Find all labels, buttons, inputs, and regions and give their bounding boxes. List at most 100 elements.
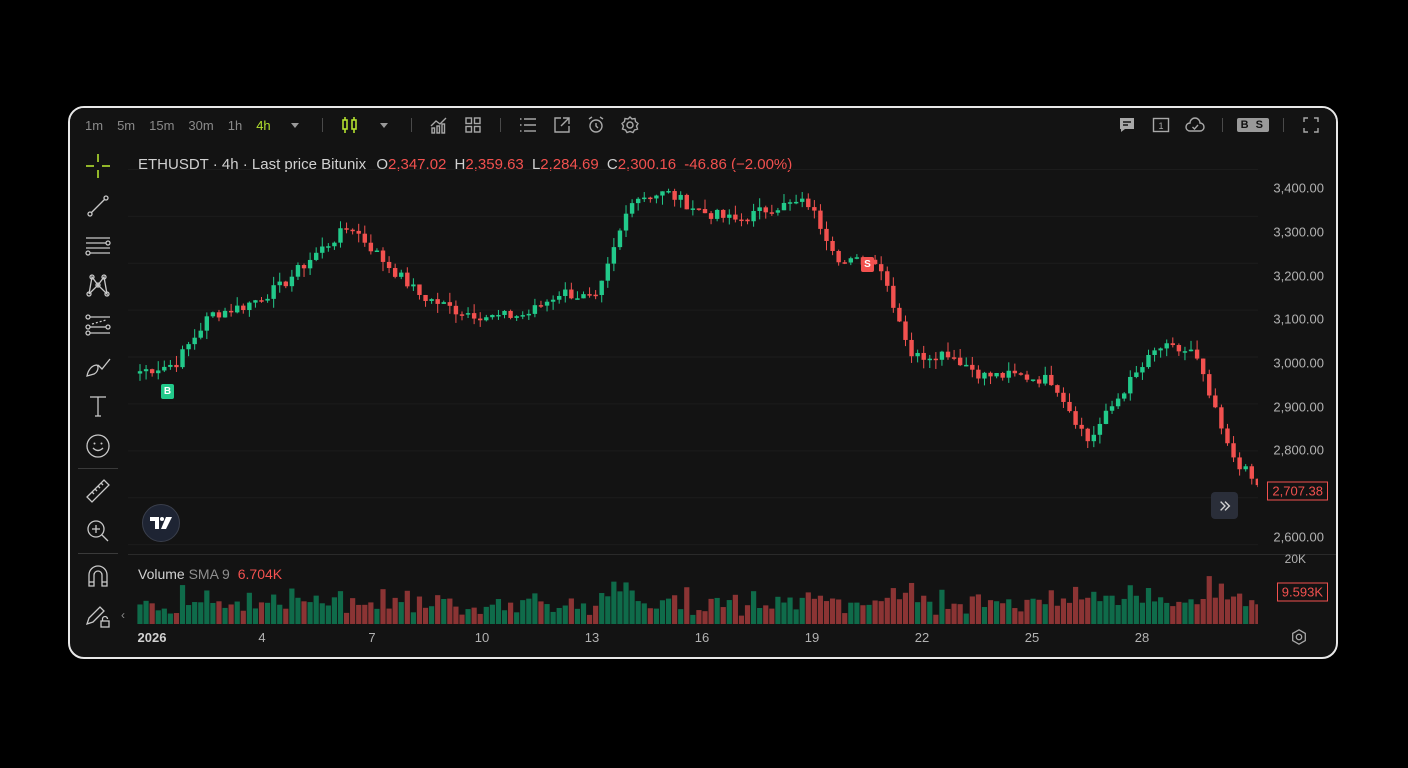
volume-legend: Volume SMA 9 6.704K bbox=[138, 566, 282, 582]
pattern-icon bbox=[86, 274, 110, 297]
indicators-icon[interactable] bbox=[428, 114, 450, 136]
text-icon bbox=[90, 396, 106, 417]
high-value: 2,359.63 bbox=[465, 156, 524, 173]
toolbar-divider bbox=[410, 118, 412, 132]
pattern-tool[interactable] bbox=[70, 266, 126, 306]
timeframe-dropdown-icon[interactable] bbox=[284, 114, 306, 136]
pencil-lock-icon bbox=[85, 606, 110, 628]
toolbar-divider bbox=[1283, 118, 1284, 132]
lock-drawings-tool[interactable] bbox=[70, 596, 126, 636]
time-tick: 7 bbox=[368, 630, 376, 645]
tradingview-logo[interactable] bbox=[142, 504, 180, 542]
layout-grid-icon[interactable] bbox=[462, 114, 484, 136]
volume-axis-tick: 20K bbox=[1284, 552, 1306, 566]
scroll-to-realtime-button[interactable] bbox=[1211, 492, 1238, 519]
cloud-check-icon[interactable] bbox=[1184, 114, 1206, 136]
right-toolbar: 1 B S bbox=[1110, 108, 1328, 142]
buy-sell-toggle[interactable]: B S bbox=[1236, 118, 1269, 132]
magnet-tool[interactable] bbox=[70, 556, 126, 596]
timeframe-4h[interactable]: 4h bbox=[256, 117, 271, 133]
open-value: 2,347.02 bbox=[387, 156, 447, 173]
fullscreen-icon[interactable] bbox=[1300, 114, 1322, 136]
horizontal-lines-icon bbox=[85, 237, 111, 256]
candles-icon[interactable] bbox=[339, 114, 361, 136]
time-axis[interactable]: 2026 4 7 10 13 16 19 22 25 28 bbox=[128, 630, 1258, 652]
timeframe-5m[interactable]: 5m bbox=[117, 117, 136, 133]
volume-sma-label: SMA 9 bbox=[188, 566, 230, 582]
emoji-tool[interactable] bbox=[70, 426, 126, 466]
symbol-title[interactable]: ETHUSDT · 4h · Last price Bitunix bbox=[138, 156, 367, 173]
time-tick: 10 bbox=[474, 630, 490, 645]
time-tick: 13 bbox=[584, 630, 600, 645]
time-tick: 19 bbox=[804, 630, 820, 645]
ohlc-legend: ETHUSDT · 4h · Last price Bitunix O2,347… bbox=[138, 156, 792, 173]
volume-sma-value: 6.704K bbox=[237, 566, 283, 582]
timeframe-15m[interactable]: 15m bbox=[149, 117, 175, 133]
sell-marker[interactable]: S bbox=[861, 257, 874, 272]
price-tick: 3,100.00 bbox=[1273, 311, 1324, 327]
price-axis[interactable]: 3,400.00 3,300.00 3,200.00 3,100.00 3,00… bbox=[1254, 146, 1336, 554]
fib-retracement-icon bbox=[85, 314, 111, 336]
brush-tool[interactable] bbox=[70, 346, 126, 386]
watchlist-icon[interactable] bbox=[517, 114, 539, 136]
trend-line-tool[interactable] bbox=[70, 186, 126, 226]
double-chevron-right-icon bbox=[1219, 500, 1230, 511]
time-tick: 25 bbox=[1024, 630, 1040, 645]
crosshair-icon bbox=[86, 154, 110, 178]
low-label: L bbox=[531, 156, 541, 173]
fib-retracement-tool[interactable] bbox=[70, 306, 126, 346]
time-tick: 16 bbox=[694, 630, 710, 645]
magnet-icon bbox=[88, 565, 108, 587]
hexagon-settings-icon bbox=[1292, 629, 1306, 645]
sidebar-divider bbox=[78, 553, 118, 554]
price-tick: 2,800.00 bbox=[1273, 442, 1324, 458]
volume-label[interactable]: Volume bbox=[138, 566, 185, 582]
ruler-icon bbox=[86, 479, 110, 503]
drawing-toolbar bbox=[70, 146, 126, 657]
candlestick-chart[interactable] bbox=[128, 146, 1258, 554]
brush-icon bbox=[86, 358, 111, 377]
toolbar-divider bbox=[1221, 118, 1223, 132]
change-value: -46.86 (−2.00%) bbox=[684, 156, 793, 173]
price-tick: 3,400.00 bbox=[1273, 180, 1324, 196]
crosshair-tool[interactable] bbox=[70, 146, 126, 186]
chat-icon[interactable] bbox=[1116, 114, 1138, 136]
svg-text:1: 1 bbox=[1158, 121, 1163, 131]
toolbar-divider bbox=[321, 118, 323, 132]
time-tick: 28 bbox=[1134, 630, 1150, 645]
chart-window: 1m 5m 15m 30m 1h 4h 1 B S bbox=[68, 106, 1338, 659]
volume-histogram[interactable] bbox=[128, 558, 1258, 624]
zoom-in-tool[interactable] bbox=[70, 511, 126, 551]
top-toolbar: 1m 5m 15m 30m 1h 4h 1 B S bbox=[70, 108, 1336, 142]
time-tick: 2026 bbox=[137, 630, 167, 645]
timeframe-1m[interactable]: 1m bbox=[85, 117, 104, 133]
smiley-icon bbox=[86, 434, 110, 458]
scroll-left-icon[interactable]: ‹ bbox=[121, 608, 125, 622]
time-tick: 22 bbox=[914, 630, 930, 645]
horizontal-lines-tool[interactable] bbox=[70, 226, 126, 266]
chart-settings-button[interactable] bbox=[1290, 628, 1308, 651]
trend-line-icon bbox=[87, 195, 109, 217]
high-label: H bbox=[454, 156, 466, 173]
text-tool[interactable] bbox=[70, 386, 126, 426]
timeframe-1h[interactable]: 1h bbox=[227, 117, 243, 133]
calendar-one-icon[interactable]: 1 bbox=[1150, 114, 1172, 136]
alert-clock-icon[interactable] bbox=[585, 114, 607, 136]
zoom-in-icon bbox=[87, 520, 109, 542]
ruler-tool[interactable] bbox=[70, 471, 126, 511]
popout-icon[interactable] bbox=[551, 114, 573, 136]
timeframe-30m[interactable]: 30m bbox=[188, 117, 214, 133]
buy-marker[interactable]: B bbox=[161, 384, 174, 399]
price-tick: 3,000.00 bbox=[1273, 355, 1324, 371]
sidebar-divider bbox=[78, 468, 118, 469]
close-value: 2,300.16 bbox=[617, 156, 677, 173]
settings-gear-icon[interactable] bbox=[619, 114, 641, 136]
price-tick: 3,300.00 bbox=[1273, 224, 1324, 240]
price-tick: 2,600.00 bbox=[1273, 529, 1324, 545]
last-price-label: 2,707.38 bbox=[1267, 481, 1328, 501]
pane-divider[interactable] bbox=[128, 554, 1336, 555]
chart-type-dropdown-icon[interactable] bbox=[373, 114, 395, 136]
toolbar-divider bbox=[499, 118, 501, 132]
tradingview-icon bbox=[150, 517, 172, 529]
time-tick: 4 bbox=[258, 630, 266, 645]
